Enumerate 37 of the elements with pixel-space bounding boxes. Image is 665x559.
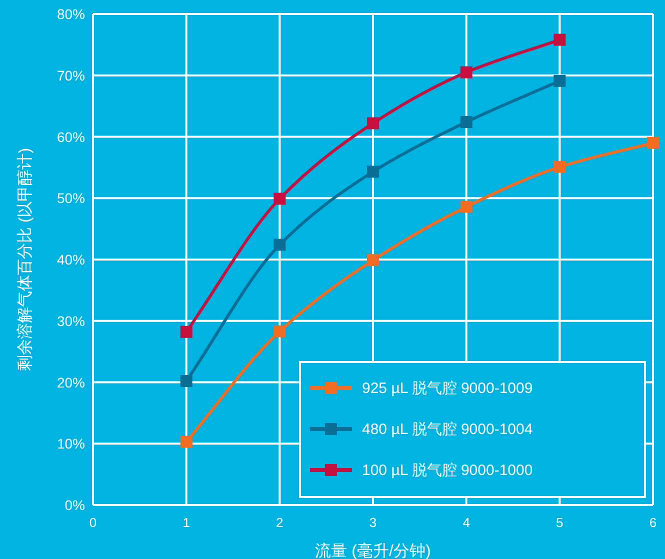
point [460,200,472,213]
y-tick-label: 40% [56,252,85,268]
x-tick-label: 0 [89,515,97,530]
point [367,166,379,178]
legend-label: 100 µL 脱气腔 9000-1000 [362,462,533,479]
x-tick-label: 2 [276,515,284,530]
x-tick-label: 6 [649,515,657,530]
point [647,136,659,149]
y-tick-label: 80% [56,6,85,22]
y-tick-label: 70% [56,67,85,84]
y-tick-label: 10% [56,436,85,452]
y-axis-title: 剩余溶解气体百分比 (以甲醇计) [16,148,34,372]
point [554,34,566,46]
y-tick-label: 60% [56,128,85,145]
point [180,326,192,338]
x-axis-title: 流量 (毫升/分钟) [315,542,431,559]
y-tick-label: 0% [64,497,85,513]
point [367,117,379,130]
y-tick-label: 20% [56,374,85,390]
point [554,160,566,173]
point [460,66,472,78]
point [460,116,472,128]
y-tick-label: 30% [56,312,85,329]
point [554,74,566,87]
x-tick-label: 4 [462,515,470,530]
legend-label: 925 µL 脱气腔 9000-1009 [362,380,533,397]
x-tick-label: 5 [556,515,564,530]
point [274,325,286,338]
y-tick-label: 50% [56,190,85,206]
x-tick-label: 1 [182,515,190,530]
x-tick-label: 3 [369,515,377,530]
point [180,375,192,388]
point [274,192,286,205]
point [274,238,286,251]
point [367,254,379,266]
point [180,436,192,448]
legend-label: 480 µL 脱气腔 9000-1004 [362,421,533,438]
